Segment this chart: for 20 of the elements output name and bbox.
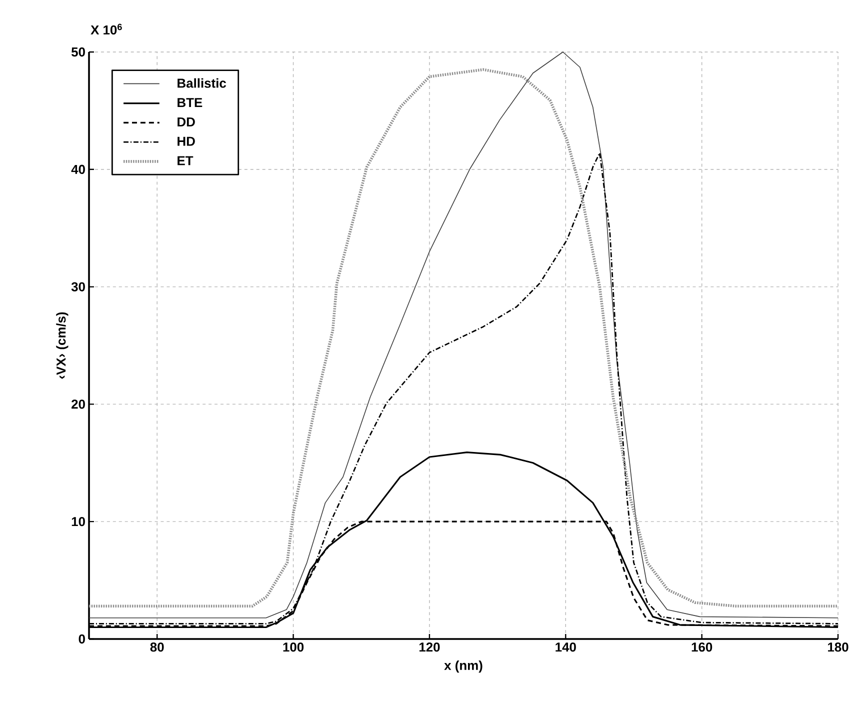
x-tick-label: 140	[556, 642, 576, 652]
text: X 10$^{6}$	[90, 24, 122, 35]
x-tick-label: 180	[828, 642, 848, 652]
y-tick-label: 40	[71, 164, 85, 174]
legend-label: DD	[178, 117, 195, 126]
x-tick-label: 160	[692, 642, 712, 652]
y-tick-label: 50	[71, 47, 85, 57]
legend-label: HD	[178, 136, 195, 146]
legend-label: Ballistic	[178, 78, 226, 88]
x-tick-label: 100	[283, 642, 304, 652]
x-tick-label: 80	[150, 642, 164, 652]
y-tick-label: 20	[72, 400, 85, 409]
x-axis-title: x (nm)	[444, 660, 482, 673]
legend-label: ET	[178, 156, 194, 166]
y-axis-title: ‹VX› (cm/s)	[56, 312, 68, 379]
legend-label: BTE	[178, 98, 202, 108]
y-tick-label: 0	[78, 634, 85, 644]
x-tick-label: 120	[419, 642, 440, 652]
y-tick-label: 10	[72, 516, 85, 526]
y-tick-label: 30	[71, 282, 85, 292]
